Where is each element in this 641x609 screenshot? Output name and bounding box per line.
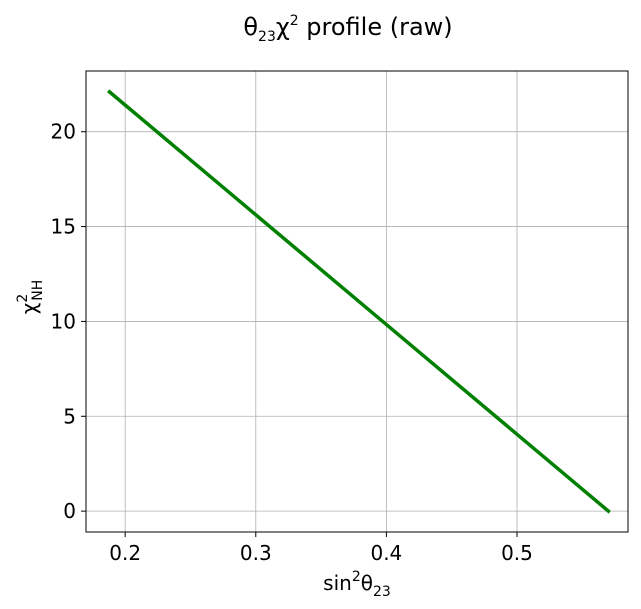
x-tick-label: 0.3 bbox=[240, 541, 272, 565]
chart-title: θ23χ2 profile (raw) bbox=[243, 13, 452, 45]
x-axis-ticks: 0.2 0.3 0.4 0.5 bbox=[109, 532, 533, 565]
series-layer bbox=[107, 89, 611, 514]
x-axis-label: sin2θ23 bbox=[323, 569, 391, 600]
plot-frame bbox=[85, 70, 629, 533]
x-tick-label: 0.5 bbox=[501, 541, 533, 565]
y-tick-label: 20 bbox=[51, 120, 76, 144]
y-tick-label: 5 bbox=[63, 404, 76, 428]
series-line bbox=[107, 89, 611, 514]
x-tick-label: 0.4 bbox=[370, 541, 402, 565]
y-tick-label: 15 bbox=[51, 215, 76, 239]
y-axis-label: χ2NH bbox=[15, 280, 46, 314]
x-tick-label: 0.2 bbox=[109, 541, 141, 565]
y-tick-label: 0 bbox=[63, 499, 76, 523]
y-axis-ticks: 0 5 10 15 20 bbox=[51, 120, 86, 523]
grid bbox=[86, 71, 628, 532]
y-tick-label: 10 bbox=[51, 309, 76, 333]
